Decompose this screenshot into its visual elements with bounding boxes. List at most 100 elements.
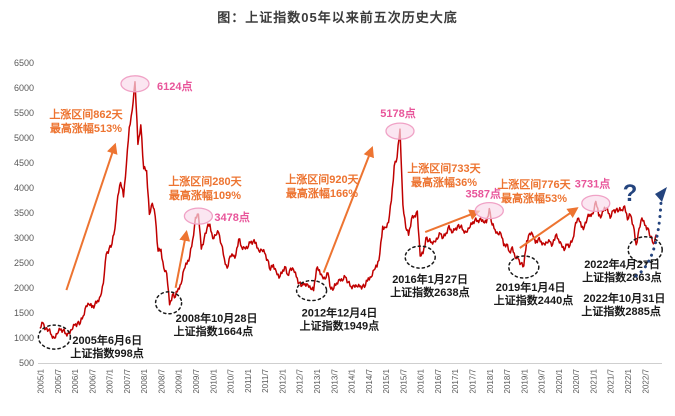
x-axis-tick: 2007/1 [106, 368, 115, 393]
rally-label-line1: 上涨区间733天 [407, 161, 481, 175]
bottom-date: 2005年6月6日 [72, 333, 142, 347]
future-dotted-arrow [634, 200, 663, 278]
peak-circle [474, 201, 504, 220]
x-axis-tick: 2015/1 [382, 368, 391, 393]
bottom-date: 2008年10月28日 [176, 311, 258, 325]
peak-label: 3731点 [575, 176, 610, 190]
y-axis-tick: 3000 [14, 233, 34, 243]
x-axis-tick: 2017/1 [451, 368, 460, 393]
y-axis-tick: 3500 [14, 208, 34, 218]
y-axis-tick: 2000 [14, 283, 34, 293]
peak-label: 3478点 [214, 210, 249, 224]
x-axis-tick: 2019/7 [538, 368, 547, 393]
x-axis-tick: 2020/1 [555, 368, 564, 393]
x-axis-tick: 2014/1 [348, 368, 357, 393]
x-axis-tick: 2005/7 [54, 368, 63, 393]
bottom-index: 上证指数1664点 [174, 324, 253, 338]
x-axis-tick: 2012/7 [296, 368, 305, 393]
x-axis-tick: 2010/7 [227, 368, 236, 393]
x-axis-tick: 2021/7 [607, 368, 616, 393]
x-axis-tick: 2012/1 [278, 368, 287, 393]
x-axis-tick: 2017/7 [469, 368, 478, 393]
bottom-circle [404, 245, 436, 269]
bottom-index: 上证指数998点 [70, 346, 143, 360]
x-axis-tick: 2013/1 [313, 368, 322, 393]
bottom-circle [295, 279, 328, 302]
x-axis-tick: 2007/7 [123, 368, 132, 393]
peak-circle [120, 75, 150, 93]
peak-circle [581, 194, 611, 213]
index-line [39, 81, 658, 339]
bottom-index: 上证指数2638点 [390, 285, 469, 299]
x-axis-tick: 2015/7 [399, 368, 408, 393]
peak-label: 5178点 [380, 106, 415, 120]
rally-label-line2: 最高涨幅166% [286, 186, 358, 200]
x-axis-tick: 2014/7 [365, 368, 374, 393]
peak-label: 3587点 [466, 187, 501, 201]
bottom-date: 2019年1月4日 [496, 280, 566, 294]
x-axis-tick: 2009/7 [192, 368, 201, 393]
bottom-index: 上证指数2885点 [581, 304, 660, 318]
y-axis-tick: 5500 [14, 108, 34, 118]
y-axis-tick: 5000 [14, 133, 34, 143]
rally-arrow [174, 229, 191, 288]
x-axis-tick: 2016/1 [417, 368, 426, 393]
x-axis-tick: 2018/7 [503, 368, 512, 393]
rally-label-line2: 最高涨幅53% [501, 191, 567, 205]
rally-arrow [424, 209, 481, 234]
x-axis-tick: 2006/7 [88, 368, 97, 393]
future-arrowhead [655, 187, 667, 202]
x-axis-tick: 2011/7 [261, 368, 270, 392]
rally-label-line2: 最高涨幅36% [411, 175, 477, 189]
peak-label: 6124点 [157, 79, 192, 93]
x-axis-tick: 2006/1 [71, 368, 80, 393]
bottom-date: 2022年4月27日 [584, 257, 660, 271]
bottom-index: 上证指数2440点 [494, 293, 573, 307]
x-axis-tick: 2019/1 [520, 368, 529, 393]
chart-title: 图：上证指数05年以来前五次历史大底 [217, 10, 458, 25]
x-axis-tick: 2022/1 [624, 368, 633, 393]
y-axis-tick: 4000 [14, 183, 34, 193]
rally-arrow [519, 207, 579, 249]
peak-circle [183, 207, 214, 225]
rally-label-line1: 上涨区间776天 [497, 177, 571, 191]
x-axis-tick: 2021/1 [590, 368, 599, 393]
peak-circle [385, 122, 415, 140]
x-axis-tick: 2009/1 [175, 368, 184, 393]
bottom-index: 上证指数1949点 [300, 319, 379, 333]
rally-label-line2: 最高涨幅513% [50, 121, 122, 135]
y-axis-tick: 4500 [14, 158, 34, 168]
rally-label-line1: 上涨区间280天 [168, 174, 242, 188]
rally-label-line2: 最高涨幅109% [169, 188, 241, 202]
x-axis-tick: 2022/7 [641, 368, 650, 393]
bottom-circle [508, 255, 540, 279]
x-axis-tick: 2008/7 [158, 368, 167, 393]
y-axis-tick: 2500 [14, 258, 34, 268]
y-axis-tick: 500 [19, 358, 34, 368]
bottom-date: 2022年10月31日 [583, 291, 665, 305]
x-axis-tick: 2016/7 [434, 368, 443, 393]
y-axis-tick: 6500 [14, 58, 34, 68]
x-axis-tick: 2013/7 [330, 368, 339, 393]
bottom-circle [627, 236, 663, 264]
future-question-mark: ? [623, 180, 638, 207]
rally-arrow [65, 142, 118, 291]
y-axis-tick: 6000 [14, 83, 34, 93]
rally-arrow [322, 146, 374, 273]
bottom-circle [154, 291, 183, 315]
bottom-date: 2012年12月4日 [302, 306, 378, 320]
rally-label-line1: 上涨区间920天 [285, 172, 359, 186]
bottom-circle [37, 324, 72, 350]
x-axis-tick: 2020/7 [572, 368, 581, 393]
x-axis-tick: 2008/1 [140, 368, 149, 393]
y-axis-tick: 1500 [14, 308, 34, 318]
x-axis-tick: 2018/1 [486, 368, 495, 393]
rally-label-line1: 上涨区间862天 [49, 107, 123, 121]
x-axis-tick: 2005/1 [37, 368, 46, 393]
bottom-index: 上证指数2863点 [582, 270, 661, 284]
x-axis-tick: 2011/1 [244, 368, 253, 392]
bottom-date: 2016年1月27日 [392, 272, 468, 286]
y-axis-tick: 1000 [14, 333, 34, 343]
